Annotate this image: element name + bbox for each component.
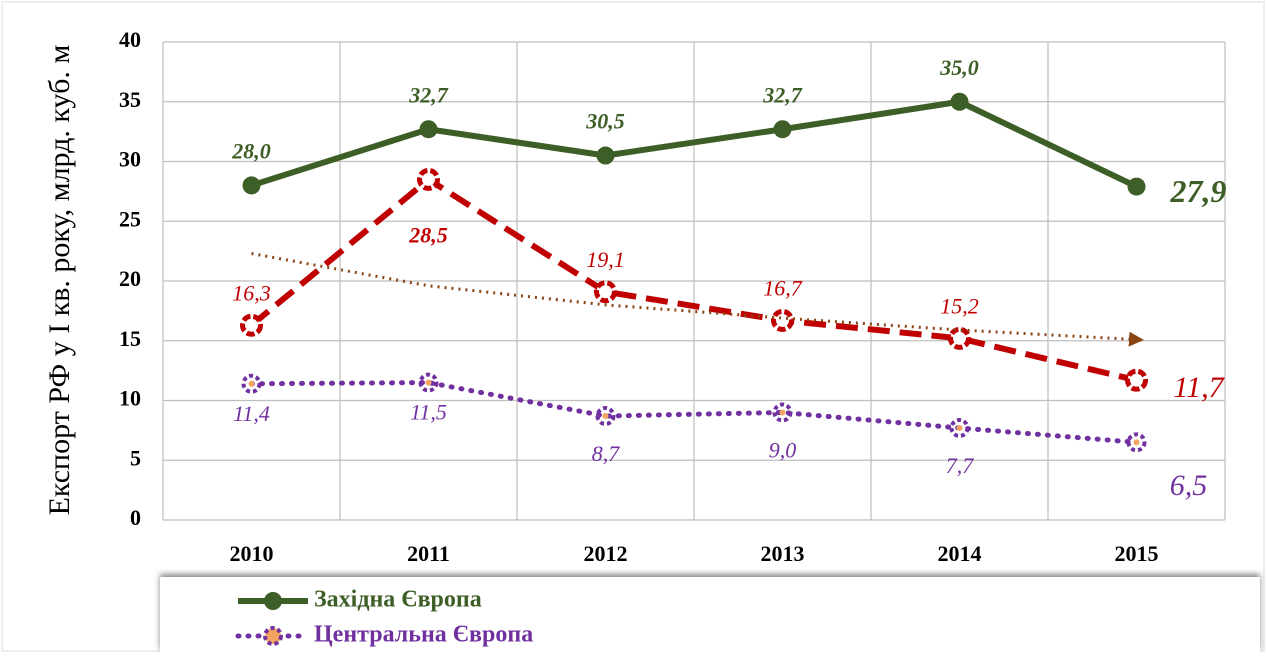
point (1127, 177, 1146, 196)
data-label: 11,4 (233, 401, 270, 426)
y-tick-label: 25 (119, 206, 141, 231)
point (596, 146, 615, 165)
point (418, 372, 439, 393)
legend-box (160, 577, 1260, 653)
point (240, 313, 263, 337)
y-tick-label: 20 (119, 266, 141, 291)
legend-marker (263, 626, 283, 646)
data-label: 8,7 (592, 441, 621, 466)
series-line (251, 252, 1144, 347)
y-tick-label: 0 (130, 505, 141, 530)
data-label: 11,7 (1173, 371, 1225, 404)
y-tick-label: 15 (119, 326, 141, 351)
data-label: 32,7 (762, 82, 803, 107)
data-label: 35,0 (939, 55, 979, 80)
data-label: 9,0 (769, 437, 797, 462)
y-tick-label: 40 (119, 27, 141, 52)
point (948, 326, 971, 350)
point (242, 176, 261, 195)
data-label: 30,5 (585, 109, 625, 134)
point (773, 120, 792, 139)
data-label: 16,3 (232, 280, 271, 305)
point-center (425, 379, 432, 386)
data-label: 11,5 (410, 400, 447, 425)
point-center (956, 424, 963, 431)
data-label: 19,1 (586, 247, 625, 272)
data-label: 7,7 (946, 453, 975, 478)
y-tick-label: 10 (119, 386, 141, 411)
point (772, 402, 793, 423)
data-label: 32,7 (408, 82, 449, 107)
data-label: 27,9 (1170, 173, 1227, 209)
x-tick-label: 2015 (1115, 541, 1159, 566)
series-line (249, 380, 1139, 445)
y-tick-label: 5 (130, 445, 141, 470)
point-center (779, 409, 786, 416)
point (950, 92, 969, 111)
point (594, 280, 617, 304)
point (1125, 368, 1148, 392)
x-tick-label: 2014 (938, 541, 982, 566)
y-tick-label: 30 (119, 147, 141, 172)
point (417, 167, 440, 191)
y-tick-label: 35 (119, 87, 141, 112)
x-tick-label: 2013 (761, 541, 805, 566)
series-line (250, 98, 1138, 190)
point (595, 406, 616, 427)
legend-marker (264, 592, 282, 610)
data-label: 6,5 (1170, 469, 1208, 502)
point-center (248, 380, 255, 387)
x-tick-label: 2012 (584, 541, 628, 566)
point (419, 120, 438, 139)
data-label: 28,0 (231, 138, 271, 163)
series-line (249, 176, 1138, 384)
legend-label: Західна Європа (314, 587, 482, 613)
x-tick-label: 2011 (407, 541, 450, 566)
x-tick-label: 2010 (230, 541, 274, 566)
point-center (602, 413, 609, 420)
point (949, 417, 970, 438)
legend-label: Центральна Європа (314, 622, 533, 648)
data-label: 28,5 (408, 222, 448, 247)
point (241, 373, 262, 394)
y-axis-title: Експорт РФ у І кв. року, млрд. куб. м (43, 45, 76, 516)
data-label: 15,2 (940, 293, 979, 318)
data-label: 16,7 (763, 275, 803, 300)
point-center (1133, 439, 1140, 446)
point (771, 308, 794, 332)
point (1126, 432, 1147, 453)
